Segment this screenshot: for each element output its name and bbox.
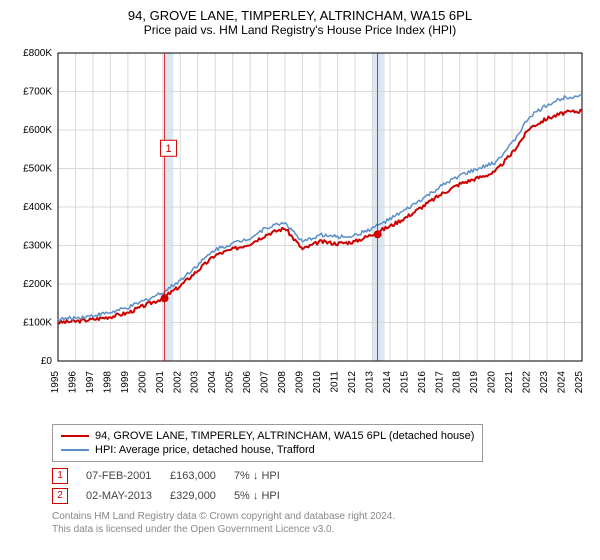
svg-text:2016: 2016 (417, 371, 428, 394)
svg-text:2012: 2012 (347, 371, 358, 394)
svg-text:2007: 2007 (260, 371, 271, 394)
legend-row: HPI: Average price, detached house, Traf… (61, 443, 474, 457)
svg-text:1999: 1999 (120, 371, 131, 394)
svg-text:2011: 2011 (329, 371, 340, 393)
svg-text:£700K: £700K (23, 87, 52, 98)
chart-area: £0 £100K £200K £300K £400K £500K £600K £700K £80… (12, 43, 588, 418)
marker-date: 07-FEB-2001 (86, 466, 170, 486)
svg-text:2008: 2008 (277, 371, 288, 394)
chart-subtitle: Price paid vs. HM Land Registry's House … (12, 23, 588, 37)
svg-text:£400K: £400K (23, 202, 52, 213)
svg-text:2006: 2006 (242, 371, 253, 394)
svg-text:2021: 2021 (504, 371, 515, 394)
svg-text:2004: 2004 (207, 371, 218, 394)
svg-text:£100K: £100K (23, 318, 52, 329)
svg-text:1996: 1996 (67, 371, 78, 394)
svg-text:2023: 2023 (539, 371, 550, 394)
marker-price: £329,000 (170, 486, 234, 506)
svg-text:2019: 2019 (469, 371, 480, 394)
svg-text:1: 1 (165, 143, 171, 155)
svg-text:2014: 2014 (382, 371, 393, 394)
marker-date: 02-MAY-2013 (86, 486, 170, 506)
svg-text:1997: 1997 (85, 371, 96, 394)
svg-text:2003: 2003 (190, 371, 201, 394)
svg-text:2010: 2010 (312, 371, 323, 394)
svg-text:£300K: £300K (23, 241, 52, 252)
svg-text:2013: 2013 (364, 371, 375, 394)
footer-line: Contains HM Land Registry data © Crown c… (52, 510, 588, 523)
chart-title: 94, GROVE LANE, TIMPERLEY, ALTRINCHAM, W… (12, 8, 588, 23)
legend-row: 94, GROVE LANE, TIMPERLEY, ALTRINCHAM, W… (61, 429, 474, 443)
marker-row: 2 02-MAY-2013 £329,000 5% ↓ HPI (52, 486, 298, 506)
marker-delta: 7% ↓ HPI (234, 466, 298, 486)
marker-table: 1 07-FEB-2001 £163,000 7% ↓ HPI 2 02-MAY… (52, 466, 298, 506)
svg-text:2002: 2002 (172, 371, 183, 394)
marker-price: £163,000 (170, 466, 234, 486)
footer-line: This data is licensed under the Open Gov… (52, 523, 588, 536)
svg-text:2025: 2025 (574, 371, 585, 394)
svg-text:2022: 2022 (522, 371, 533, 394)
svg-text:1998: 1998 (102, 371, 113, 394)
marker-row: 1 07-FEB-2001 £163,000 7% ↓ HPI (52, 466, 298, 486)
svg-text:£800K: £800K (23, 48, 52, 59)
svg-text:2001: 2001 (155, 371, 166, 394)
svg-text:2017: 2017 (434, 371, 445, 394)
svg-text:2009: 2009 (295, 371, 306, 394)
line-chart-svg: £0 £100K £200K £300K £400K £500K £600K £700K £80… (12, 43, 588, 413)
svg-text:2020: 2020 (487, 371, 498, 394)
svg-text:1995: 1995 (50, 371, 61, 394)
footer-text: Contains HM Land Registry data © Crown c… (52, 510, 588, 536)
marker-delta: 5% ↓ HPI (234, 486, 298, 506)
svg-text:2015: 2015 (399, 371, 410, 394)
legend-box: 94, GROVE LANE, TIMPERLEY, ALTRINCHAM, W… (52, 424, 483, 462)
svg-text:2018: 2018 (452, 371, 463, 394)
marker-badge: 2 (52, 488, 68, 504)
svg-text:2005: 2005 (225, 371, 236, 394)
svg-text:£500K: £500K (23, 164, 52, 175)
svg-text:£200K: £200K (23, 279, 52, 290)
legend-label: HPI: Average price, detached house, Traf… (95, 444, 315, 456)
svg-text:2024: 2024 (557, 371, 568, 394)
legend-swatch (61, 449, 89, 451)
svg-text:£0: £0 (41, 356, 53, 367)
svg-text:2000: 2000 (137, 371, 148, 394)
legend-label: 94, GROVE LANE, TIMPERLEY, ALTRINCHAM, W… (95, 430, 474, 442)
legend-swatch (61, 435, 89, 437)
marker-badge: 1 (52, 468, 68, 484)
svg-text:£600K: £600K (23, 125, 52, 136)
